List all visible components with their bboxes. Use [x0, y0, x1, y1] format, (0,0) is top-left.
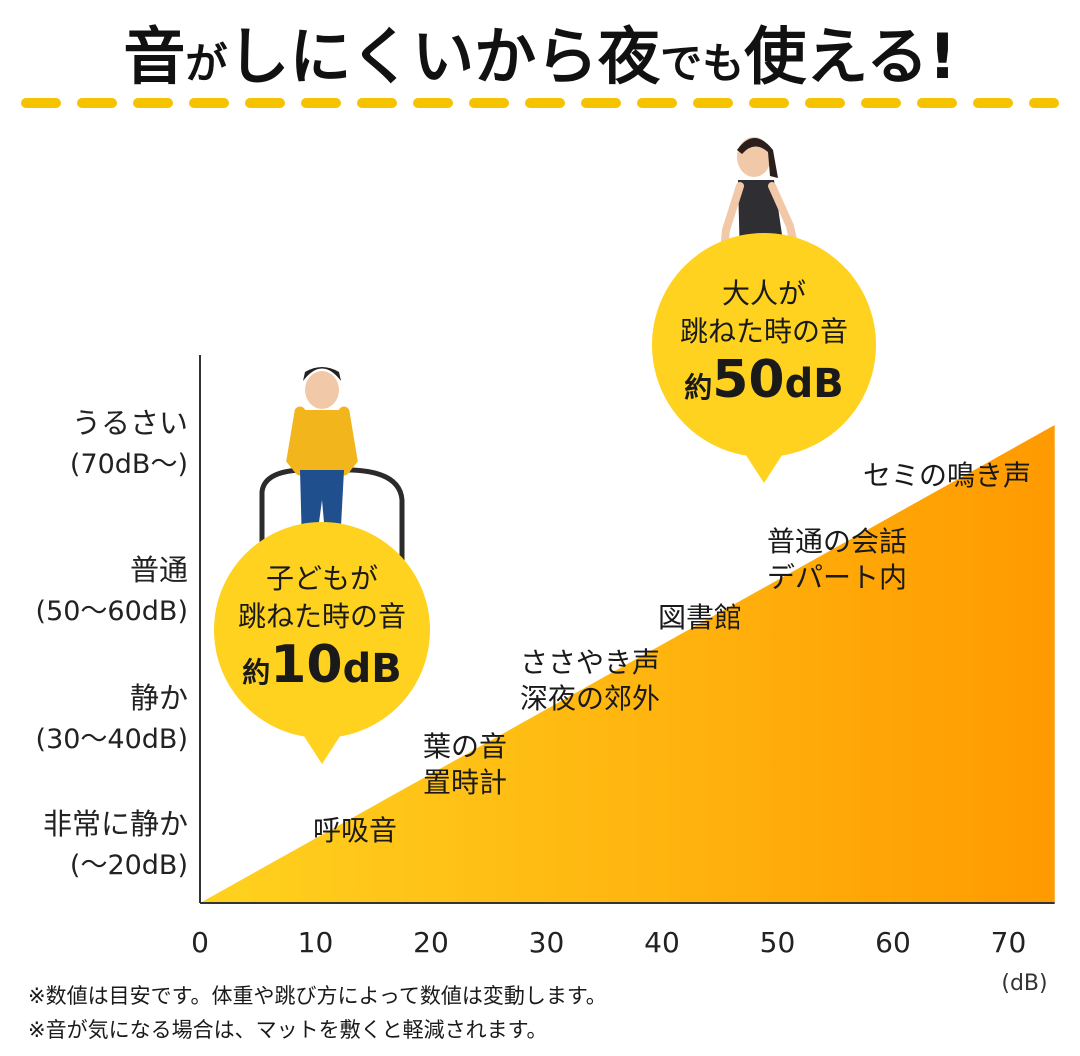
callout-pointer — [742, 449, 786, 483]
x-tick-label: 20 — [413, 926, 449, 959]
sound-annotation: 図書館 — [658, 601, 742, 634]
x-tick-label: 70 — [991, 926, 1027, 959]
x-tick-label: 10 — [298, 926, 334, 959]
y-category-labels: 非常に静か (〜20dB) 静か (30〜40dB) 普通 (50〜60dB) うるさい (7… — [36, 406, 188, 881]
headline-part: 音 — [123, 20, 185, 93]
headline-part: で — [660, 39, 702, 88]
callout-value: 約10dB — [242, 635, 402, 695]
callout-pointer — [300, 730, 344, 764]
x-tick-label: 50 — [760, 926, 796, 959]
child-hair — [303, 367, 341, 381]
headline-part: が — [185, 39, 227, 88]
x-tick-label: 0 — [191, 926, 209, 959]
footnote: ※音が気になる場合は、マットを敷くと軽減されます。 — [28, 1018, 548, 1042]
headline: 音がしにくいから夜でも使える! — [123, 20, 956, 93]
sound-annotation: 置時計 — [423, 766, 507, 799]
x-axis-unit: (dB) — [1001, 971, 1047, 996]
callout-text: 跳ねた時の音 — [238, 600, 406, 633]
sound-annotation: 深夜の郊外 — [520, 682, 660, 715]
child-shirt — [296, 410, 350, 472]
sound-annotation: デパート内 — [767, 561, 907, 594]
y-category-label: 静か — [130, 681, 188, 715]
sound-annotation: 葉の音 — [423, 730, 507, 763]
callout-bubble — [214, 522, 430, 738]
headline-part: しにくいから夜 — [227, 20, 661, 93]
sound-annotation: 普通の会話 — [767, 525, 907, 558]
trampoline-bar — [259, 467, 405, 563]
headline-part: 使える! — [744, 20, 956, 93]
y-category-label: 普通 — [130, 553, 188, 587]
child-arm — [286, 406, 306, 476]
noise-level-area — [200, 425, 1055, 903]
sound-annotation: ささやき声 — [520, 646, 660, 679]
y-category-range: (30〜40dB) — [36, 724, 188, 755]
y-category-label: 非常に静か — [43, 807, 188, 841]
x-tick-label: 60 — [875, 926, 911, 959]
y-category-range: (50〜60dB) — [36, 596, 188, 627]
callout-text: 跳ねた時の音 — [680, 315, 848, 348]
child-arm — [338, 406, 358, 476]
child-head — [305, 371, 339, 409]
y-category-range: (70dB〜) — [70, 449, 188, 480]
callout-value: 約50dB — [684, 350, 844, 410]
x-tick-label: 30 — [529, 926, 565, 959]
callout-text: 大人が — [722, 277, 806, 310]
adult-hair — [737, 138, 778, 178]
y-category-label: うるさい — [72, 406, 188, 440]
footnote: ※数値は目安です。体重や跳び方によって数値は変動します。 — [28, 984, 607, 1008]
callout-text: 子どもが — [266, 562, 378, 595]
x-tick-label: 40 — [644, 926, 680, 959]
x-tick-labels: 0 10 20 30 40 50 60 70 — [191, 926, 1026, 959]
sound-annotation: 呼吸音 — [313, 814, 397, 847]
sound-annotation: セミの鳴き声 — [863, 459, 1031, 492]
headline-part: も — [702, 39, 744, 88]
callout-bubble — [652, 233, 876, 457]
y-category-range: (〜20dB) — [70, 850, 188, 881]
